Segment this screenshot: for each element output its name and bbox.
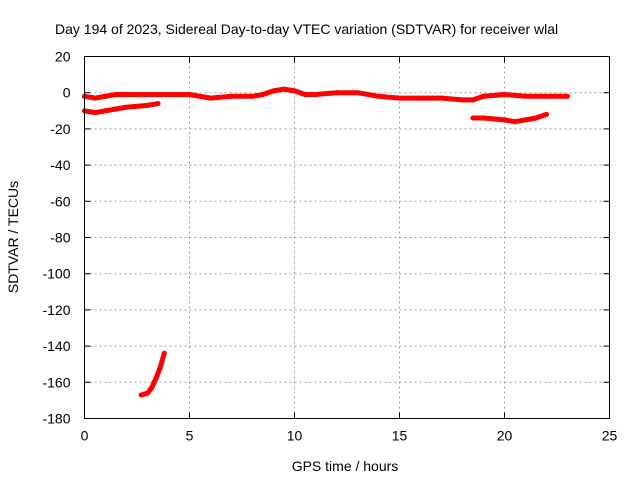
data-point — [92, 110, 98, 116]
data-point — [565, 93, 570, 99]
data-point — [281, 86, 287, 92]
data-point — [157, 365, 163, 371]
data-point — [460, 97, 465, 103]
y-tick-label: -100 — [42, 266, 70, 282]
data-point — [113, 92, 119, 97]
data-point — [470, 115, 476, 121]
y-tick-label: -180 — [42, 411, 70, 427]
grid — [84, 56, 610, 419]
data-point — [124, 104, 129, 110]
x-tick-label: 5 — [186, 428, 194, 444]
data-point — [187, 92, 192, 97]
y-tick-label: -80 — [50, 230, 70, 246]
y-tick-label: -160 — [42, 374, 70, 390]
y-tick-label: -60 — [50, 193, 70, 209]
data-point — [292, 88, 297, 94]
data-point — [149, 385, 155, 391]
x-tick-label: 25 — [602, 428, 618, 444]
data-point — [439, 95, 444, 101]
data-point — [161, 350, 167, 356]
data-point — [208, 95, 213, 101]
y-axis-title: SDTVAR / TECUs — [5, 181, 21, 293]
x-tick-label: 20 — [497, 428, 513, 444]
data-point — [103, 108, 108, 114]
data-point — [92, 95, 98, 101]
data-point — [134, 92, 140, 97]
data-point — [470, 97, 476, 103]
data-point — [271, 88, 276, 94]
data-point — [229, 93, 234, 99]
data-point — [502, 117, 507, 123]
data-point — [138, 392, 144, 398]
x-axis-title: GPS time / hours — [292, 458, 399, 474]
series-group — [82, 86, 570, 398]
data-point — [145, 92, 150, 97]
data-point — [103, 93, 108, 99]
x-tick-label: 10 — [287, 428, 303, 444]
data-point — [523, 93, 528, 99]
data-point — [502, 92, 507, 97]
data-point — [481, 93, 486, 99]
x-tick-label: 0 — [81, 428, 89, 444]
data-point — [166, 92, 171, 97]
data-point — [113, 106, 119, 112]
data-point — [533, 115, 539, 121]
data-point — [145, 102, 150, 108]
chart-title: Day 194 of 2023, Sidereal Day-to-day VTE… — [55, 21, 558, 37]
data-point — [153, 376, 159, 382]
x-tick-label: 15 — [392, 428, 408, 444]
data-point — [544, 93, 549, 99]
y-tick-label: -140 — [42, 338, 70, 354]
data-point — [250, 93, 255, 99]
data-point — [334, 90, 339, 96]
data-point — [145, 390, 150, 396]
series-line-1 — [82, 86, 570, 103]
data-point — [418, 95, 423, 101]
data-point — [355, 90, 360, 96]
axis-ticks: 0 5 10 15 20 25 20 0 -20 -40 -60 -80 -100 -120 -140 -16… — [42, 49, 617, 444]
data-point — [481, 115, 486, 121]
data-point — [260, 92, 266, 97]
y-tick-label: -20 — [50, 121, 70, 137]
y-tick-label: -40 — [50, 157, 70, 173]
data-point — [512, 119, 518, 125]
y-tick-label: 20 — [55, 49, 71, 65]
y-tick-label: -120 — [42, 302, 70, 318]
data-point — [155, 101, 161, 107]
data-point — [544, 111, 549, 117]
y-tick-label: 0 — [63, 85, 71, 101]
data-point — [124, 92, 129, 97]
data-point — [376, 93, 381, 99]
data-point — [397, 95, 402, 101]
data-point — [523, 117, 528, 123]
data-point — [313, 92, 318, 97]
data-point — [302, 92, 308, 97]
